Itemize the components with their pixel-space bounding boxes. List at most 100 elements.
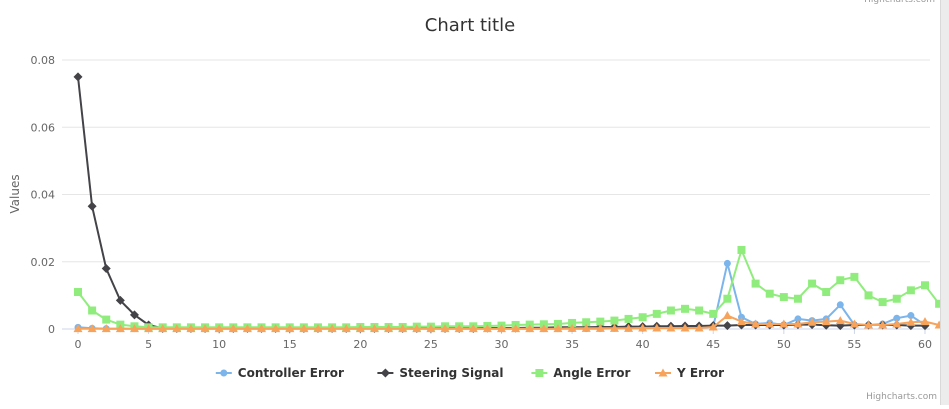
data-point-angle-error[interactable]: [88, 306, 97, 315]
data-point-y-error[interactable]: [384, 324, 394, 333]
data-point-y-error[interactable]: [341, 324, 351, 333]
data-point-y-error[interactable]: [129, 324, 139, 333]
data-point-controller-error[interactable]: [723, 259, 731, 267]
data-point-angle-error[interactable]: [74, 288, 82, 297]
legend-label-y-error[interactable]: Y Error: [676, 366, 724, 380]
data-point-y-error[interactable]: [807, 317, 817, 326]
legend-item-y-error[interactable]: Y Error: [655, 366, 724, 380]
data-point-angle-error[interactable]: [666, 306, 675, 315]
data-point-angle-error[interactable]: [568, 318, 577, 327]
data-point-y-error[interactable]: [440, 324, 450, 333]
data-point-angle-error[interactable]: [779, 293, 788, 302]
data-point-y-error[interactable]: [567, 323, 577, 332]
data-point-angle-error[interactable]: [822, 288, 831, 297]
data-point-y-error[interactable]: [285, 324, 295, 333]
data-point-y-error[interactable]: [539, 324, 549, 333]
data-point-angle-error[interactable]: [610, 316, 619, 325]
data-point-angle-error[interactable]: [102, 315, 111, 324]
data-point-angle-error[interactable]: [892, 294, 901, 303]
data-point-y-error[interactable]: [482, 324, 492, 333]
data-point-controller-error[interactable]: [907, 312, 915, 320]
data-point-angle-error[interactable]: [553, 319, 562, 328]
data-point-y-error[interactable]: [892, 319, 902, 328]
data-point-y-error[interactable]: [694, 323, 704, 332]
data-point-y-error[interactable]: [821, 317, 831, 326]
data-point-controller-error[interactable]: [893, 314, 901, 322]
data-point-y-error[interactable]: [878, 320, 888, 329]
data-point-angle-error[interactable]: [652, 309, 661, 318]
data-point-angle-error[interactable]: [921, 281, 929, 290]
data-point-y-error[interactable]: [736, 317, 746, 326]
data-point-y-error[interactable]: [638, 323, 648, 332]
data-point-angle-error[interactable]: [935, 299, 944, 308]
data-point-angle-error[interactable]: [695, 306, 704, 315]
data-point-y-error[interactable]: [609, 323, 619, 332]
data-point-angle-error[interactable]: [878, 298, 887, 307]
data-point-y-error[interactable]: [722, 311, 732, 320]
data-point-angle-error[interactable]: [638, 313, 647, 322]
data-point-y-error[interactable]: [581, 323, 591, 332]
data-point-y-error[interactable]: [765, 319, 775, 328]
data-point-y-error[interactable]: [680, 323, 690, 332]
data-point-steering-signal[interactable]: [101, 263, 111, 273]
data-point-steering-signal[interactable]: [115, 295, 125, 305]
data-point-y-error[interactable]: [271, 324, 281, 333]
legend-item-angle-error[interactable]: Angle Error: [531, 366, 631, 380]
data-point-angle-error[interactable]: [793, 294, 802, 303]
data-point-y-error[interactable]: [835, 316, 845, 325]
data-point-y-error[interactable]: [214, 324, 224, 333]
data-point-y-error[interactable]: [624, 323, 634, 332]
data-point-angle-error[interactable]: [596, 317, 605, 326]
legend-label-controller-error[interactable]: Controller Error: [238, 366, 344, 380]
data-point-angle-error[interactable]: [737, 245, 746, 254]
data-point-steering-signal[interactable]: [722, 321, 732, 331]
data-point-steering-signal[interactable]: [73, 72, 83, 82]
data-point-y-error[interactable]: [751, 319, 761, 328]
data-point-y-error[interactable]: [257, 324, 267, 333]
data-point-y-error[interactable]: [369, 324, 379, 333]
data-point-angle-error[interactable]: [906, 286, 915, 295]
data-point-y-error[interactable]: [454, 324, 464, 333]
data-point-angle-error[interactable]: [836, 276, 845, 285]
data-point-y-error[interactable]: [172, 324, 182, 333]
data-point-y-error[interactable]: [426, 324, 436, 333]
data-point-y-error[interactable]: [497, 324, 506, 333]
data-point-steering-signal[interactable]: [129, 310, 139, 320]
data-point-y-error[interactable]: [101, 324, 111, 333]
credits-top[interactable]: Highcharts.com: [864, 0, 935, 5]
data-point-y-error[interactable]: [242, 324, 252, 333]
data-point-y-error[interactable]: [468, 324, 478, 333]
data-point-y-error[interactable]: [553, 324, 563, 333]
data-point-y-error[interactable]: [313, 324, 323, 333]
data-point-y-error[interactable]: [595, 323, 605, 332]
data-point-y-error[interactable]: [793, 319, 803, 328]
data-point-y-error[interactable]: [525, 324, 535, 333]
data-point-angle-error[interactable]: [709, 309, 718, 318]
data-point-y-error[interactable]: [327, 324, 337, 333]
data-point-y-error[interactable]: [708, 322, 718, 331]
data-point-steering-signal[interactable]: [87, 201, 97, 211]
legend-item-steering-signal[interactable]: Steering Signal: [377, 366, 504, 380]
data-point-angle-error[interactable]: [723, 294, 732, 303]
data-point-angle-error[interactable]: [681, 304, 690, 313]
data-point-angle-error[interactable]: [808, 279, 817, 288]
data-point-y-error[interactable]: [398, 324, 408, 333]
data-point-y-error[interactable]: [200, 324, 210, 333]
legend-label-steering-signal[interactable]: Steering Signal: [399, 366, 503, 380]
data-point-y-error[interactable]: [186, 324, 196, 333]
data-point-y-error[interactable]: [779, 319, 789, 328]
data-point-y-error[interactable]: [906, 317, 916, 326]
data-point-angle-error[interactable]: [864, 291, 873, 300]
data-point-y-error[interactable]: [73, 324, 83, 333]
data-point-y-error[interactable]: [864, 320, 874, 329]
data-point-y-error[interactable]: [849, 319, 859, 328]
data-point-y-error[interactable]: [355, 324, 365, 333]
data-point-controller-error[interactable]: [794, 315, 802, 323]
data-point-angle-error[interactable]: [582, 318, 591, 327]
data-point-angle-error[interactable]: [624, 314, 633, 323]
data-point-y-error[interactable]: [666, 323, 676, 332]
data-point-y-error[interactable]: [115, 324, 125, 333]
data-point-y-error[interactable]: [511, 324, 521, 333]
legend-label-angle-error[interactable]: Angle Error: [553, 366, 630, 380]
data-point-y-error[interactable]: [920, 317, 930, 326]
